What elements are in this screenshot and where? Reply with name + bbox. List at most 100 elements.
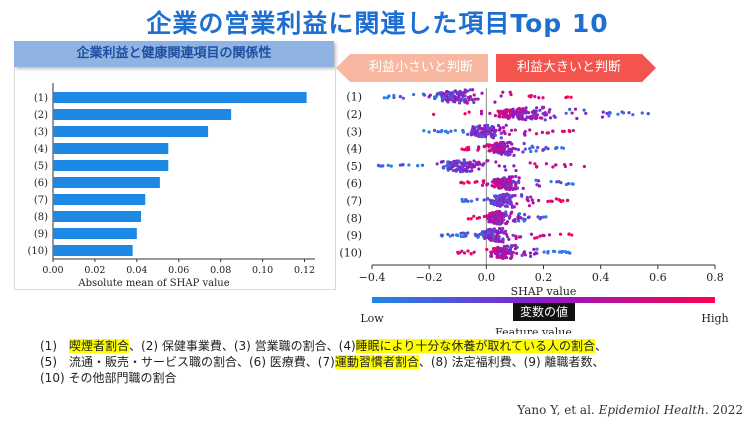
swarm-point — [521, 186, 525, 190]
swarm-point — [535, 106, 539, 110]
swarm-point — [528, 115, 532, 119]
swarm-point — [520, 113, 524, 117]
swarm-point — [534, 251, 538, 255]
swarm-point — [489, 250, 493, 254]
swarm-point — [453, 163, 458, 168]
swarm-point — [477, 160, 481, 164]
swarm-point — [543, 118, 547, 122]
bar-category-label: (1) — [34, 93, 48, 104]
swarm-category-label: (5) — [346, 160, 362, 173]
swarm-point — [527, 94, 531, 98]
swarm-point — [568, 107, 572, 111]
swarm-point — [464, 231, 468, 236]
swarm-point — [502, 115, 506, 119]
swarm-point — [546, 250, 550, 254]
swarm-point — [492, 184, 497, 188]
swarm-point — [502, 231, 506, 235]
swarm-point — [466, 199, 470, 203]
swarm-point — [541, 96, 545, 100]
swarm-point — [512, 186, 516, 190]
bar-category-label: (6) — [34, 178, 48, 189]
swarm-point — [522, 111, 526, 115]
swarm-point — [504, 213, 508, 218]
swarm-point — [445, 89, 449, 94]
swarm-point — [440, 234, 444, 238]
swarm-category-label: (7) — [346, 194, 362, 207]
swarm-point — [487, 220, 491, 224]
swarm-point — [523, 147, 527, 151]
swarm-point — [601, 110, 605, 114]
swarm-point — [497, 164, 501, 168]
swarm-point — [420, 163, 425, 167]
swarm-point — [534, 149, 538, 153]
swarm-point — [533, 162, 537, 166]
swarm-point — [500, 211, 505, 215]
swarm-point — [448, 234, 452, 238]
note-text-2b: 、(8) 法定福利費、(9) 離職者数、 — [418, 355, 605, 369]
note-text-1: 、(2) 保健事業費、(3) 営業職の割合、(4) — [129, 339, 356, 353]
swarm-point — [492, 249, 496, 253]
swarm-point — [640, 111, 644, 115]
swarm-category-label: (8) — [346, 212, 362, 225]
swarm-point — [536, 215, 540, 219]
bar-category-label: (10) — [27, 246, 48, 257]
swarm-point — [500, 179, 504, 183]
colorbar-title: Feature value — [495, 326, 572, 334]
swarm-point — [428, 93, 432, 97]
swarm-point — [508, 175, 512, 179]
swarm-point — [506, 193, 510, 197]
swarm-point — [540, 130, 544, 134]
swarm-point — [493, 114, 498, 118]
swarm-point — [496, 144, 500, 149]
swarm-point — [398, 163, 402, 167]
swarm-point — [476, 132, 481, 136]
swarm-category-label: (4) — [346, 143, 362, 156]
swarm-point — [492, 132, 496, 136]
swarm-category-label: (3) — [346, 125, 362, 138]
swarm-point — [497, 147, 501, 151]
swarm-point — [508, 198, 512, 203]
swarm-point — [439, 129, 443, 134]
swarm-category-label: (10) — [339, 246, 362, 259]
swarm-point — [463, 100, 467, 104]
swarm-point — [497, 234, 501, 239]
swarm-point — [494, 234, 498, 238]
swarm-point — [480, 91, 484, 95]
swarm-point — [514, 147, 518, 151]
swarm-row — [466, 209, 548, 226]
swarm-point — [517, 212, 522, 216]
swarm-point — [469, 199, 474, 203]
arrow-left: 利益小さいと判断 — [336, 54, 488, 82]
swarm-point — [479, 131, 483, 135]
swarm-point — [435, 91, 440, 96]
swarm-point — [495, 255, 499, 259]
bar-category-label: (5) — [34, 161, 48, 172]
swarm-point — [496, 249, 500, 253]
swarm-point — [538, 108, 542, 112]
swarm-point — [565, 198, 570, 202]
swarm-point — [522, 219, 526, 223]
swarm-point — [485, 247, 489, 252]
swarm-point — [504, 123, 508, 127]
swarm-point — [474, 130, 478, 135]
swarm-point — [416, 164, 420, 168]
swarm-point — [522, 132, 526, 136]
swarm-point — [568, 251, 572, 255]
swarm-point — [548, 116, 553, 120]
swarm-point — [555, 180, 559, 184]
swarm-point — [465, 146, 469, 150]
swarm-point — [467, 181, 471, 185]
swarm-point — [631, 113, 635, 117]
swarm-point — [427, 130, 431, 134]
swarm-point — [470, 169, 474, 173]
swarm-point — [514, 174, 518, 179]
swarm-point — [504, 247, 509, 251]
swarm-point — [499, 94, 503, 98]
bar — [53, 109, 232, 120]
swarm-row — [439, 226, 574, 244]
swarm-point — [479, 109, 484, 113]
swarm-point — [457, 90, 461, 95]
x-tick-label: 0.00 — [42, 265, 63, 276]
swarm-point — [505, 235, 510, 239]
swarm-point — [526, 111, 531, 115]
